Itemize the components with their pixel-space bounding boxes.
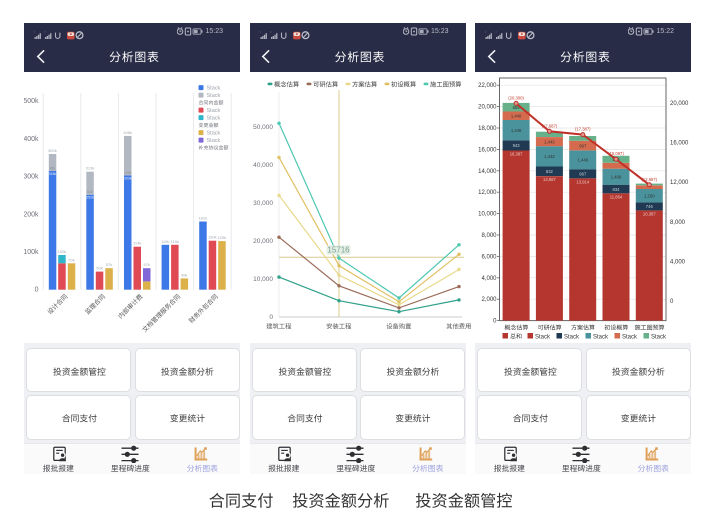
svg-text:*: * (260, 31, 262, 35)
svg-text:360k: 360k (48, 148, 57, 153)
svg-text:(12,687): (12,687) (641, 177, 657, 182)
svg-text:8,000: 8,000 (481, 233, 497, 239)
svg-text:4,000: 4,000 (481, 276, 497, 282)
svg-text:Stack: Stack (207, 86, 221, 92)
svg-text:10,000: 10,000 (253, 276, 273, 283)
svg-text:(15,087): (15,087) (608, 151, 624, 156)
svg-text:834: 834 (613, 187, 621, 192)
svg-text:4,000: 4,000 (670, 259, 686, 265)
svg-text:Stack: Stack (207, 108, 221, 114)
svg-text:13,987: 13,987 (543, 177, 556, 182)
svg-text:57k: 57k (143, 262, 149, 267)
svg-text:0: 0 (35, 287, 39, 294)
svg-text:45k: 45k (50, 166, 56, 170)
svg-text:6,000: 6,000 (481, 254, 497, 260)
svg-text:303k: 303k (124, 177, 132, 181)
svg-text:119k: 119k (161, 239, 169, 244)
svg-text:967: 967 (579, 172, 587, 177)
svg-text:15716: 15716 (327, 246, 350, 255)
svg-text:2,000: 2,000 (481, 297, 497, 303)
svg-text:1,446: 1,446 (578, 158, 589, 163)
svg-text:300k: 300k (24, 174, 39, 181)
svg-text:8,000: 8,000 (670, 220, 686, 226)
svg-text:500k: 500k (24, 98, 39, 105)
svg-text:40,000: 40,000 (253, 162, 273, 169)
svg-text:105k: 105k (124, 171, 132, 175)
svg-text:315k: 315k (49, 172, 57, 176)
svg-text:16,000: 16,000 (670, 141, 689, 147)
svg-text:12,000: 12,000 (670, 180, 689, 186)
svg-text:14,000: 14,000 (478, 169, 497, 175)
svg-text:30,000: 30,000 (253, 200, 273, 207)
svg-text:20,000: 20,000 (253, 238, 273, 245)
svg-text:832: 832 (546, 169, 554, 174)
svg-text:22,000: 22,000 (478, 83, 497, 89)
svg-text:10,000: 10,000 (478, 212, 497, 218)
svg-text:50,000: 50,000 (253, 124, 273, 131)
svg-text:Stack: Stack (593, 334, 609, 340)
svg-text:30k: 30k (181, 272, 187, 277)
svg-text:20,000: 20,000 (670, 101, 689, 107)
svg-text:0: 0 (269, 314, 273, 321)
svg-text:119k: 119k (171, 239, 179, 244)
svg-text:Stack: Stack (535, 334, 551, 340)
svg-text:1,443: 1,443 (544, 139, 555, 144)
svg-text:746: 746 (646, 204, 654, 209)
svg-text:Stack: Stack (564, 334, 580, 340)
svg-text:114k: 114k (133, 241, 141, 246)
svg-text:*: * (34, 31, 36, 35)
svg-text:50k: 50k (96, 266, 102, 271)
svg-text:1,446: 1,446 (511, 128, 522, 133)
svg-text:408k: 408k (123, 130, 132, 135)
svg-text:12,000: 12,000 (478, 190, 497, 196)
svg-text:70k: 70k (68, 257, 74, 262)
svg-text:100k: 100k (24, 249, 39, 256)
svg-text:Stack: Stack (207, 93, 221, 99)
svg-text:100k: 100k (58, 249, 67, 254)
svg-text:1,443: 1,443 (544, 154, 555, 159)
svg-text:Stack: Stack (207, 116, 221, 122)
svg-text:252k: 252k (86, 196, 94, 200)
svg-text:18,000: 18,000 (478, 126, 497, 132)
svg-text:16,387: 16,387 (510, 152, 523, 157)
svg-text:(17,387): (17,387) (575, 127, 591, 132)
svg-text:Stack: Stack (651, 334, 667, 340)
svg-text:967: 967 (579, 144, 587, 149)
svg-text:16,000: 16,000 (478, 147, 497, 153)
svg-text:130k: 130k (208, 235, 217, 240)
svg-text:655: 655 (513, 105, 521, 110)
svg-text:0: 0 (493, 319, 497, 325)
svg-text:13,914: 13,914 (576, 179, 589, 184)
svg-text:(20,300): (20,300) (508, 95, 524, 100)
svg-text:*: * (45, 31, 47, 35)
svg-text:*: * (496, 31, 498, 35)
svg-text:943: 943 (513, 143, 521, 148)
svg-text:400k: 400k (24, 136, 39, 143)
svg-text:313k: 313k (86, 166, 95, 171)
svg-text:11,864: 11,864 (610, 194, 623, 199)
svg-text:1,446: 1,446 (511, 114, 522, 119)
svg-text:129k: 129k (217, 235, 226, 240)
svg-text:20,000: 20,000 (478, 105, 497, 111)
svg-text:0: 0 (670, 299, 674, 305)
svg-text:(17,687): (17,687) (542, 123, 558, 128)
svg-text:61k: 61k (87, 190, 93, 194)
svg-text:Stack: Stack (207, 131, 221, 137)
svg-text:Stack: Stack (207, 138, 221, 144)
svg-text:Stack: Stack (622, 334, 638, 340)
svg-text:1,250: 1,250 (644, 194, 655, 199)
svg-text:181k: 181k (198, 216, 207, 221)
svg-text:200k: 200k (24, 211, 39, 218)
svg-text:1,409: 1,409 (611, 175, 622, 180)
svg-text:10,387: 10,387 (643, 211, 656, 216)
svg-text:57k: 57k (106, 262, 112, 267)
svg-text:*: * (270, 31, 272, 35)
svg-text:*: * (485, 31, 487, 35)
